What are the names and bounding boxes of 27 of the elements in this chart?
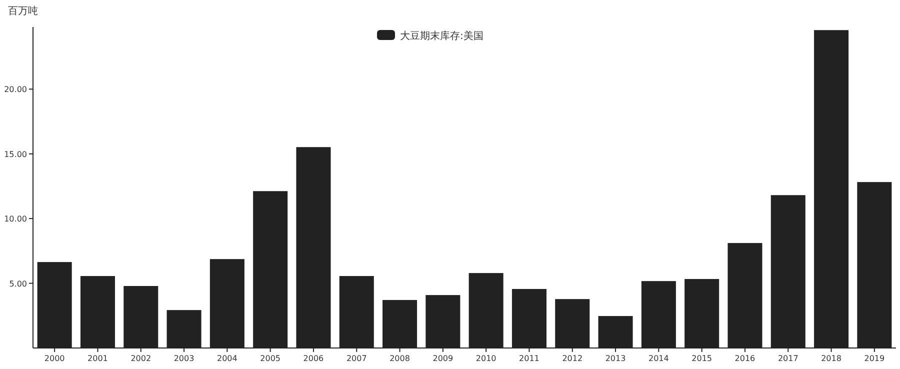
x-tick-label: 2000 <box>44 354 65 363</box>
x-tick-label: 2006 <box>303 354 324 363</box>
x-tick-label: 2007 <box>346 354 367 363</box>
x-tick-label: 2009 <box>432 354 454 363</box>
y-axis-title: 百万吨 <box>8 5 38 17</box>
x-tick-label: 2004 <box>216 354 238 363</box>
x-tick-label: 2005 <box>260 354 281 363</box>
x-tick-label: 2011 <box>519 354 540 363</box>
x-tick-label: 2019 <box>864 354 885 363</box>
x-tick-label: 2001 <box>88 354 108 363</box>
y-tick-label: 15.00 <box>4 150 27 159</box>
x-tick-label: 2002 <box>130 354 152 363</box>
y-tick-label: 10.00 <box>4 214 27 224</box>
x-tick-label: 2008 <box>390 354 410 363</box>
x-tick-label: 2003 <box>174 354 194 363</box>
y-tick-label: 20.00 <box>4 85 27 94</box>
x-tick-label: 2014 <box>648 354 669 363</box>
y-tick-label: 5.00 <box>9 279 27 288</box>
x-tick-label: 2017 <box>778 354 798 363</box>
x-tick-label: 2016 <box>734 354 756 363</box>
x-tick-label: 2012 <box>562 354 583 363</box>
x-tick-label: 2018 <box>821 354 842 363</box>
x-tick-label: 2015 <box>692 354 712 363</box>
x-tick-label: 2010 <box>476 354 496 363</box>
legend-label: 大豆期末库存:美国 <box>400 30 484 42</box>
x-tick-label: 2013 <box>605 354 626 363</box>
legend: 大豆期末库存:美国 <box>377 30 484 42</box>
